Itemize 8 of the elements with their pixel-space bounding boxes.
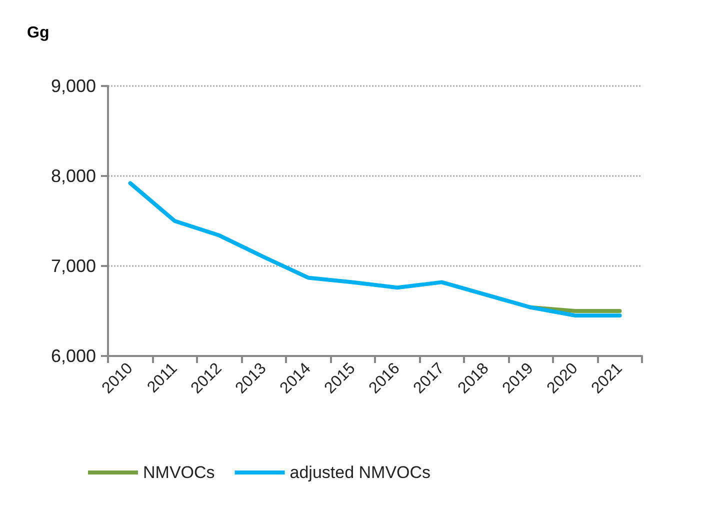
y-tick-label: 9,000: [50, 76, 96, 96]
y-tick-label: 7,000: [50, 256, 96, 276]
line-series: [128, 181, 622, 318]
legend-label: adjusted NMVOCs: [290, 463, 431, 482]
legend-label: NMVOCs: [143, 463, 215, 482]
y-tick-label: 6,000: [50, 346, 96, 366]
y-tick-label: 8,000: [50, 166, 96, 186]
chart-title: Gg: [27, 24, 50, 42]
